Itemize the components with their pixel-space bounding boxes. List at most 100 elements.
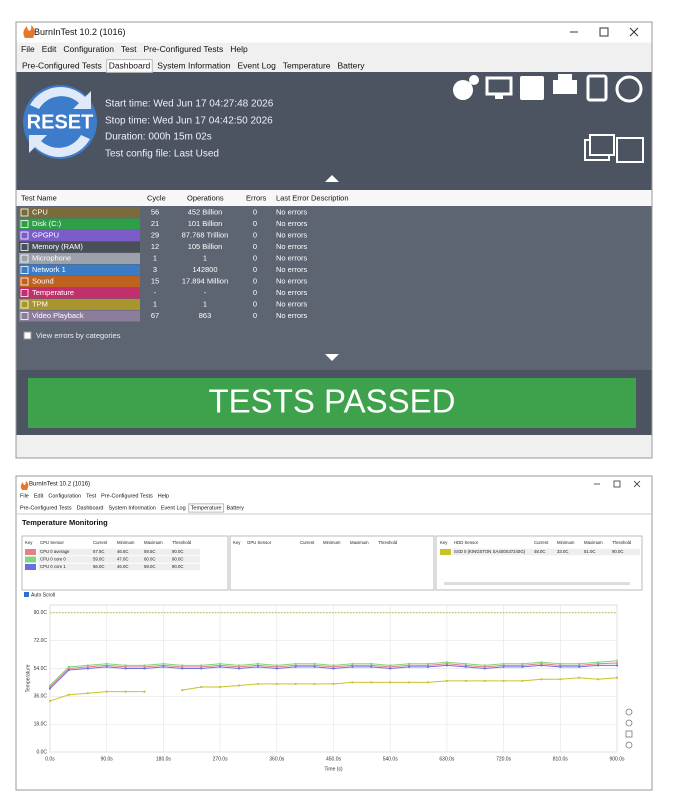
test-name: Temperature: [32, 288, 74, 297]
toolbar-icons[interactable]: [453, 74, 644, 163]
x-tick-label: 180.0s: [156, 756, 172, 762]
tab[interactable]: System Information: [157, 60, 230, 70]
series-point: [105, 690, 108, 693]
series-point: [521, 662, 524, 665]
menu-item[interactable]: Pre-Configured Tests: [101, 493, 153, 499]
table-cell: -: [204, 288, 207, 297]
test-icon: [20, 277, 29, 286]
table-cell: 1: [153, 299, 157, 308]
tab[interactable]: Pre-Configured Tests: [20, 505, 72, 511]
x-tick-label: 810.0s: [553, 756, 569, 762]
temperature-chart: 0.0C 18.0C 36.0C 54.0C 72.0C 90.0C 0.0s 90.0s 18…: [25, 604, 625, 772]
series-point: [124, 665, 127, 668]
column-header: Current: [300, 540, 315, 545]
zoom-controls[interactable]: [625, 708, 633, 749]
window-1: BurnInTest 10.2 (1016) RESET Start time:…: [19, 27, 455, 420]
menu-item[interactable]: Edit: [34, 493, 44, 499]
series-point: [143, 665, 146, 668]
series-point: [502, 665, 505, 668]
sensor-name: CPU 0 core 0: [40, 557, 66, 562]
table-cell: 3: [153, 265, 157, 274]
series-point: [559, 678, 562, 681]
duration: Duration: 000h 15m 02s: [105, 132, 212, 143]
tab[interactable]: Pre-Configured Tests: [22, 60, 102, 70]
series-point: [162, 664, 165, 667]
scrollbar[interactable]: [444, 582, 630, 585]
test-name: Microphone: [32, 253, 71, 262]
x-tick-label: 900.0s: [609, 756, 625, 762]
column-header: Errors: [246, 193, 267, 202]
collapse-arrow[interactable]: [325, 175, 339, 182]
series-point: [351, 662, 354, 665]
menu-item[interactable]: File: [20, 493, 29, 499]
view-errors-label[interactable]: View errors by categories: [36, 331, 121, 340]
tab[interactable]: Dashboard: [77, 505, 104, 511]
series-point: [597, 664, 600, 667]
series-point: [275, 682, 278, 686]
tab[interactable]: Temperature: [191, 505, 222, 511]
stop-time: Stop time: Wed Jun 17 04:42:50 2026: [105, 116, 273, 127]
series-point: [389, 665, 392, 668]
table-cell: 0: [253, 288, 257, 297]
series-point: [124, 664, 127, 667]
tab[interactable]: Dashboard: [109, 60, 151, 70]
tab[interactable]: Temperature: [283, 60, 331, 70]
sensor-value: 46.0C: [117, 564, 128, 569]
tab[interactable]: System Information: [108, 505, 155, 511]
test-color: [19, 218, 140, 230]
active-tab[interactable]: [188, 503, 225, 513]
column-header: Maximum: [350, 540, 369, 545]
window-controls[interactable]: [570, 27, 639, 37]
tab[interactable]: Battery: [227, 505, 245, 511]
x-tick-label: 0.0s: [45, 756, 55, 762]
menu-item[interactable]: Edit: [42, 44, 57, 54]
menu-item[interactable]: Pre-Configured Tests: [144, 44, 224, 54]
series-point: [86, 692, 89, 695]
series-point: [445, 664, 448, 667]
table-cell: 56: [151, 207, 159, 216]
tab[interactable]: Battery: [338, 60, 366, 70]
column-header: Last Error Description: [276, 193, 349, 202]
tab[interactable]: Event Log: [161, 505, 186, 511]
menu-item[interactable]: Help: [230, 44, 248, 54]
dashboard-panel: [16, 72, 652, 190]
expand-arrow[interactable]: [325, 354, 339, 361]
table-cell: No errors: [276, 230, 308, 239]
series-point: [370, 662, 373, 665]
menu-item[interactable]: Configuration: [63, 44, 114, 54]
tab[interactable]: Event Log: [238, 60, 277, 70]
checkbox[interactable]: [24, 592, 29, 597]
menu-item[interactable]: Test: [86, 493, 97, 499]
series-point: [275, 667, 278, 670]
series-point: [313, 664, 316, 667]
y-tick-label: 54.0C: [34, 666, 48, 672]
series-point: [200, 685, 203, 689]
window-controls[interactable]: [594, 480, 641, 488]
series-point: [275, 664, 278, 667]
menu-item[interactable]: Test: [121, 44, 137, 54]
sensor-value: 48.0C: [534, 549, 545, 554]
series-point: [67, 665, 70, 668]
test-color: [19, 299, 140, 310]
checkbox[interactable]: [23, 331, 32, 340]
series-point: [237, 667, 241, 670]
series-point: [294, 664, 297, 667]
table-cell: 1: [203, 253, 207, 262]
series-point: [464, 662, 467, 665]
auto-scroll-label[interactable]: Auto Scroll: [31, 592, 55, 598]
sensor-value: 59.0C: [144, 564, 155, 569]
table-cell: No errors: [276, 219, 308, 228]
menu-item[interactable]: Help: [158, 493, 169, 499]
table-cell: 21: [151, 219, 159, 228]
sensor-value: 90.0C: [172, 549, 183, 554]
test-color: [19, 253, 140, 264]
column-header: Maximum: [144, 540, 163, 545]
table-cell: 105 Billion: [188, 242, 223, 251]
menu-item[interactable]: Configuration: [48, 493, 81, 499]
test-name: Network 1: [32, 265, 66, 274]
active-tab[interactable]: [106, 59, 153, 73]
reset-label: RESET: [27, 111, 94, 133]
column-header: Threshold: [612, 540, 632, 545]
series-point: [445, 661, 448, 664]
menu-item[interactable]: File: [21, 44, 35, 54]
